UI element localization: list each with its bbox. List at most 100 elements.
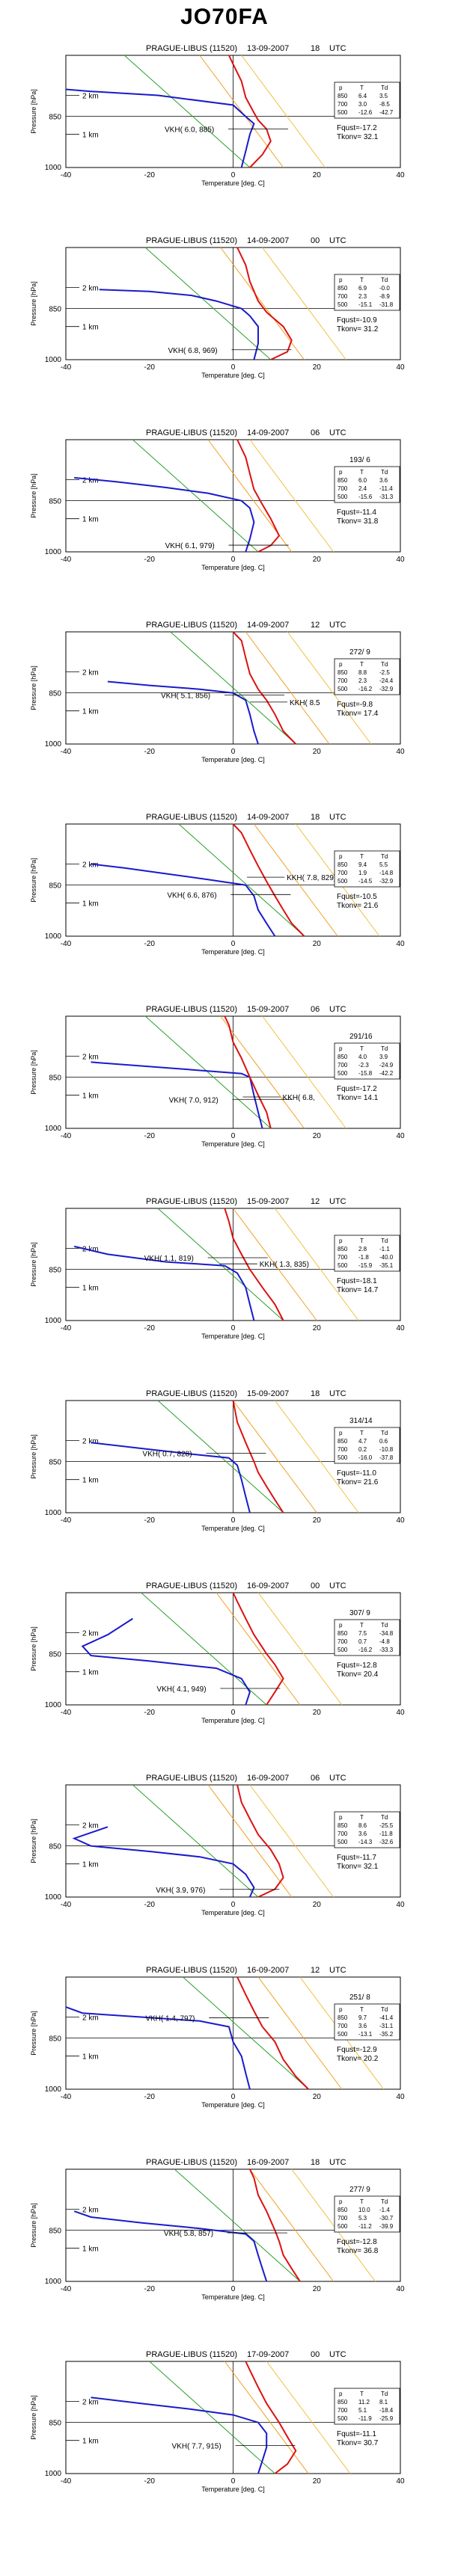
x-tick-label: 0 — [231, 1324, 236, 1332]
table-header-cell: T — [360, 1430, 364, 1436]
height-mark-label: 1 km — [82, 2438, 99, 2446]
x-tick-label: -40 — [61, 363, 72, 372]
chart-station: PRAGUE-LIBUS (11520) — [146, 236, 237, 245]
table-cell: 4.7 — [358, 1438, 367, 1445]
y-tick-label: 850 — [49, 306, 61, 314]
x-tick-label: -40 — [61, 1132, 72, 1140]
table-cell: -11.4 — [379, 485, 393, 492]
chart-hour: 00 — [311, 2350, 320, 2359]
x-tick-label: -20 — [144, 2477, 156, 2486]
table-header-cell: p — [339, 1238, 343, 1244]
table-cell: 700 — [337, 2023, 348, 2029]
table-cell: 2.3 — [358, 293, 367, 300]
chart-tz: UTC — [329, 44, 346, 53]
moist-adiabat-line — [144, 1015, 272, 1129]
x-tick-label: -40 — [61, 171, 72, 179]
table-cell: -11.9 — [358, 2415, 372, 2422]
table-cell: -4.8 — [379, 1638, 390, 1645]
dry-adiabat-line — [241, 55, 326, 168]
table-cell: 500 — [337, 301, 348, 308]
table-cell: 500 — [337, 878, 348, 885]
height-mark-label: 1 km — [82, 1092, 99, 1101]
data-table-box — [334, 1042, 400, 1080]
x-tick-label: 40 — [396, 2477, 405, 2486]
chart-date: 15-09-2007 — [247, 1005, 289, 1014]
chart-station: PRAGUE-LIBUS (11520) — [146, 1966, 237, 1975]
table-header-cell: Td — [381, 469, 388, 476]
x-tick-label: -40 — [61, 748, 72, 756]
x-tick-label: -20 — [144, 1709, 156, 1717]
table-header-cell: T — [360, 661, 364, 668]
dry-adiabat-line — [274, 1400, 359, 1513]
chart-hour: 06 — [311, 428, 320, 437]
table-header-cell: p — [339, 277, 343, 283]
temperature-profile-line — [224, 1208, 284, 1321]
x-tick-label: 0 — [231, 1709, 236, 1717]
wind-label: 291/16 — [349, 1033, 373, 1041]
x-tick-label: 20 — [313, 940, 322, 948]
x-tick-label: -40 — [61, 556, 72, 564]
table-cell: 5.3 — [358, 2215, 367, 2222]
moist-adiabat-line — [157, 1208, 284, 1321]
dry-adiabat-line — [233, 1208, 317, 1321]
table-cell: 3.6 — [358, 2023, 367, 2029]
dewpoint-profile-line — [91, 1061, 263, 1129]
table-cell: -35.2 — [379, 2031, 394, 2038]
index-label: Fqust=-11.1 — [337, 2430, 376, 2438]
table-cell: -25.9 — [379, 2415, 394, 2422]
y-axis-label: Pressure [hPa] — [30, 1050, 37, 1095]
y-axis-label: Pressure [hPa] — [30, 2011, 37, 2056]
kkh-label: KKH( 1.3, 835) — [260, 1261, 309, 1269]
table-cell: -15.8 — [358, 1070, 373, 1077]
table-cell: 500 — [337, 109, 348, 116]
table-cell: -14.8 — [379, 870, 394, 876]
table-cell: 3.0 — [358, 101, 367, 108]
table-cell: 0.7 — [358, 1638, 367, 1645]
table-cell: 3.9 — [379, 1054, 388, 1060]
chart-station: PRAGUE-LIBUS (11520) — [146, 1197, 237, 1206]
x-axis-label: Temperature [deg. C] — [201, 756, 265, 763]
height-mark-label: 2 km — [82, 93, 99, 101]
table-cell: -42.2 — [379, 1070, 394, 1077]
table-cell: 9.4 — [358, 861, 367, 868]
x-tick-label: 40 — [396, 748, 405, 756]
x-tick-label: -20 — [144, 1516, 156, 1525]
x-tick-label: 40 — [396, 556, 405, 564]
table-cell: -32.9 — [379, 686, 394, 692]
x-tick-label: 0 — [231, 2093, 236, 2101]
table-cell: 500 — [337, 1647, 348, 1653]
table-cell: 8.8 — [358, 669, 367, 676]
table-cell: -40.0 — [379, 1254, 394, 1261]
x-tick-label: -40 — [61, 2477, 72, 2486]
temperature-profile-line — [248, 2168, 301, 2282]
x-axis-label: Temperature [deg. C] — [201, 2293, 265, 2301]
x-tick-label: -20 — [144, 2285, 156, 2293]
vkh-label: VKH( 1.1, 819) — [144, 1255, 194, 1263]
table-cell: 700 — [337, 1830, 348, 1837]
x-tick-label: 40 — [396, 1516, 405, 1525]
index-label: Tkonv= 21.6 — [337, 902, 379, 910]
chart-hour: 18 — [311, 1389, 320, 1398]
table-header-cell: Td — [381, 1430, 388, 1436]
x-tick-label: -20 — [144, 363, 156, 372]
y-axis-label: Pressure [hPa] — [30, 1242, 37, 1287]
height-mark-label: 1 km — [82, 1477, 99, 1485]
x-tick-label: -20 — [144, 1132, 156, 1140]
vkh-label: VKH( 1.4, 797) — [145, 2015, 195, 2023]
table-cell: 700 — [337, 2215, 348, 2222]
temperature-profile-line — [232, 631, 297, 745]
vkh-label: VKH( 3.9, 976) — [156, 1887, 205, 1895]
x-tick-label: 40 — [396, 940, 405, 948]
index-label: Tkonv= 20.4 — [337, 1670, 379, 1679]
x-tick-label: 40 — [396, 2093, 405, 2101]
x-axis-label: Temperature [deg. C] — [201, 1717, 265, 1724]
table-cell: 850 — [337, 285, 348, 292]
chart-tz: UTC — [329, 1389, 346, 1398]
table-cell: 6.0 — [358, 477, 367, 484]
table-cell: -15.6 — [358, 494, 373, 500]
moist-adiabat-line — [178, 823, 305, 937]
data-table-box — [334, 850, 400, 888]
x-tick-label: -20 — [144, 748, 156, 756]
wind-label: 307/ 9 — [349, 1609, 370, 1617]
x-tick-label: 20 — [313, 2093, 322, 2101]
